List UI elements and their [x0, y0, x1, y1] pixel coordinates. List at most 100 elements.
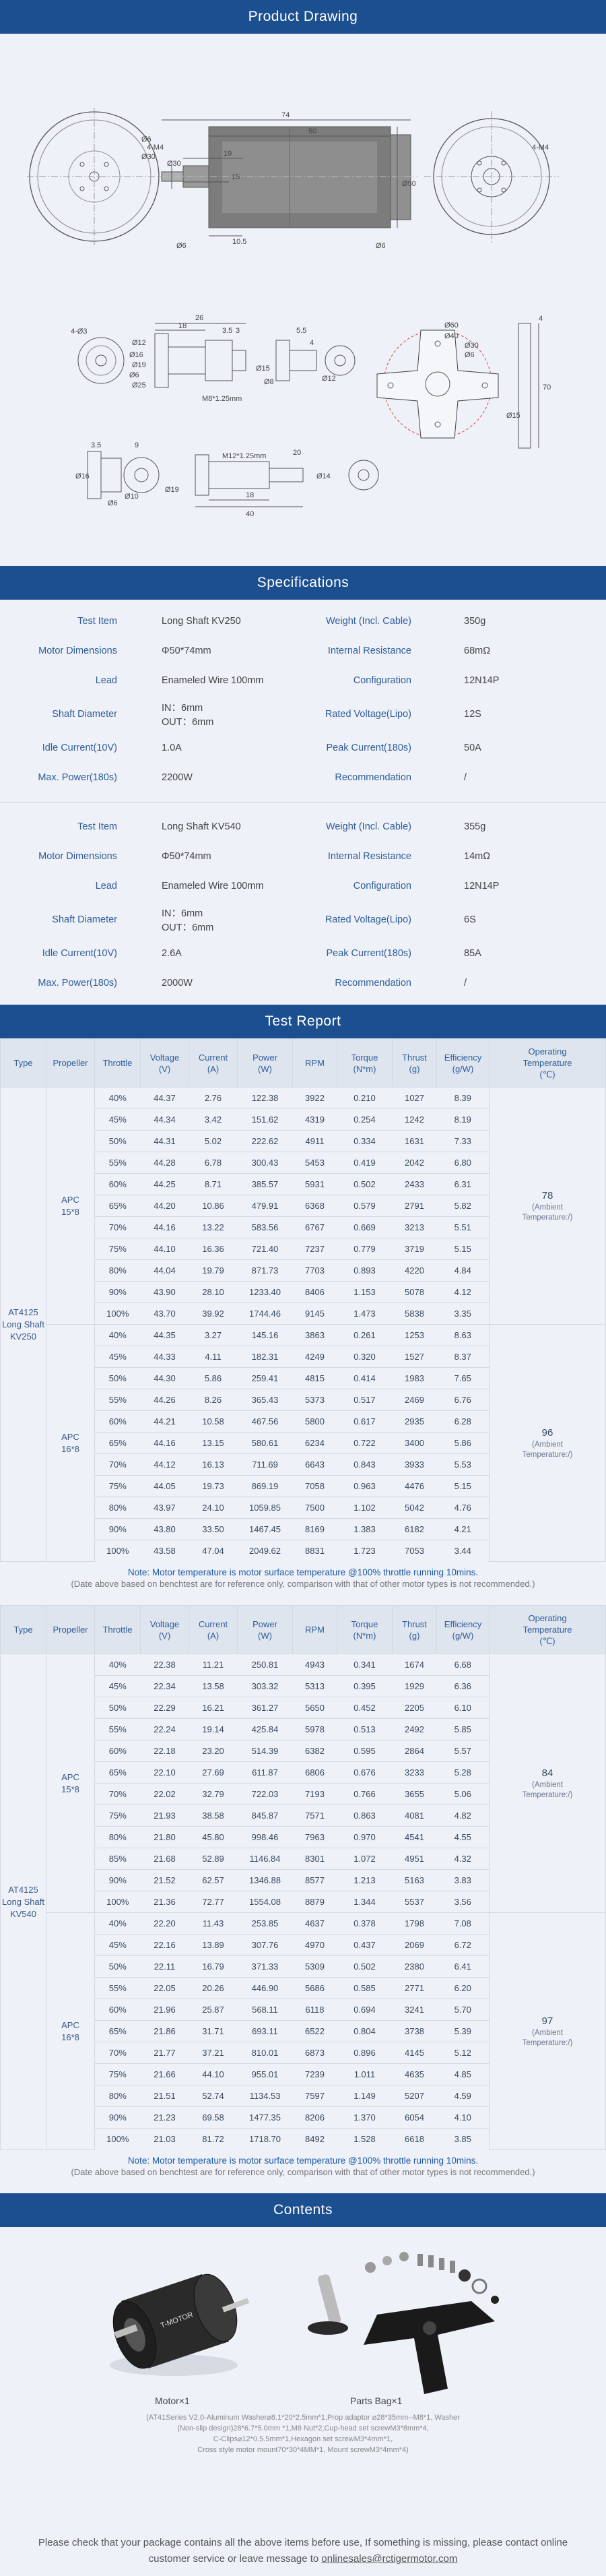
- report-cell: 4911: [292, 1130, 337, 1152]
- report-cell: 385.57: [237, 1173, 293, 1195]
- report-cell: 37.21: [189, 2042, 238, 2064]
- temperature-value: 84: [541, 1767, 553, 1779]
- report-cell: 6767: [292, 1216, 337, 1238]
- report-cell: 4.59: [436, 2085, 490, 2107]
- report-cell: 44.21: [140, 1410, 189, 1433]
- contact-email-link[interactable]: onlinesales@rctigermotor.com: [321, 2553, 458, 2565]
- report-cell: 16.36: [189, 1238, 238, 1260]
- report-cell: 0.210: [337, 1087, 393, 1109]
- report-cell: 721.40: [237, 1238, 293, 1260]
- spec-group-kv540: Test Item Long Shaft KV540 Weight (Incl. C…: [0, 812, 606, 998]
- report-cell: 1.723: [337, 1540, 393, 1562]
- spec-value: 2000W: [127, 978, 303, 988]
- spec-key: Idle Current(10V): [42, 743, 117, 753]
- report-cell: 44.26: [140, 1389, 189, 1411]
- report-cell: 1253: [392, 1324, 437, 1346]
- spec-value: 12S: [464, 709, 481, 720]
- dim-d30c: Ø30: [465, 342, 479, 350]
- report-cell: 0.694: [337, 1999, 393, 2021]
- report-row: 90% 43.80 33.50 1467.45 8169 1.383 6182 4.21: [1, 1518, 606, 1540]
- report-cell: 4637: [292, 1912, 337, 1935]
- report-cell: 8879: [292, 1891, 337, 1913]
- temperature-value: 78: [541, 1189, 553, 1201]
- report-cell: 0.378: [337, 1912, 393, 1935]
- report-cell: 3.27: [189, 1324, 238, 1346]
- report-cell: 4249: [292, 1346, 337, 1368]
- report-cell: 52.89: [189, 1848, 238, 1870]
- contents-section: T-MOTOR Motor×1 Parts Bag×1 (AT41Ser: [0, 2227, 606, 2513]
- report-cell: 33.50: [189, 1518, 238, 1540]
- test-report-note: Note: Motor temperature is motor surface…: [0, 2150, 606, 2193]
- report-cell: 0.502: [337, 1955, 393, 1978]
- report-cell: 5313: [292, 1675, 337, 1697]
- report-row: 90% 21.52 62.57 1346.88 8577 1.213 5163 3.83: [1, 1869, 606, 1891]
- dim-d10: Ø10: [125, 493, 139, 501]
- report-cell: 2433: [392, 1173, 437, 1195]
- dim-5-5: 5.5: [296, 327, 306, 335]
- spec-value: 6S: [464, 914, 476, 925]
- dim-d50b: Ø50: [402, 180, 416, 188]
- report-cell: 307.76: [237, 1934, 293, 1956]
- report-cell: 5686: [292, 1977, 337, 1999]
- spec-key: Max. Power(180s): [38, 978, 117, 988]
- report-cell: 7.33: [436, 1130, 490, 1152]
- report-cell: 6.20: [436, 1977, 490, 1999]
- report-cell: 44.04: [140, 1259, 189, 1282]
- contents-title: Contents: [273, 2202, 333, 2218]
- report-cell: 21.52: [140, 1869, 189, 1891]
- report-cell: 5.02: [189, 1130, 238, 1152]
- report-cell: 4951: [392, 1848, 437, 1870]
- spec-value: Long Shaft KV250: [127, 616, 303, 627]
- spec-key: Shaft Diameter: [52, 914, 117, 925]
- report-cell: 45%: [94, 1346, 141, 1368]
- report-cell: 8.63: [436, 1324, 490, 1346]
- report-cell: 0.419: [337, 1152, 393, 1174]
- report-cell: 2492: [392, 1718, 437, 1740]
- report-cell: 44.16: [140, 1216, 189, 1238]
- report-cell: 2864: [392, 1740, 437, 1762]
- report-cell: 13.15: [189, 1432, 238, 1454]
- spec-value: Φ50*74mm: [127, 851, 303, 862]
- report-cell: 1.383: [337, 1518, 393, 1540]
- report-cell: 1.153: [337, 1281, 393, 1303]
- spec-value: 2200W: [127, 772, 303, 783]
- report-header-cell: Throttle: [94, 1605, 141, 1654]
- report-cell: 44.05: [140, 1475, 189, 1497]
- report-propeller-cell: APC 16*8: [46, 1324, 95, 1562]
- dim-3-5b: 3.5: [91, 441, 101, 449]
- dim-d25: Ø25: [132, 381, 146, 389]
- report-cell: 4.85: [436, 2063, 490, 2085]
- spec-row: Max. Power(180s) 2200W Recommendation /: [0, 763, 606, 792]
- report-cell: 38.58: [189, 1804, 238, 1827]
- report-cell: 75%: [94, 1804, 141, 1827]
- report-cell: 7703: [292, 1259, 337, 1282]
- report-cell: 44.31: [140, 1130, 189, 1152]
- report-cell: 0.437: [337, 1934, 393, 1956]
- report-header-cell: Operating Temperature (℃): [489, 1038, 606, 1088]
- report-cell: 1.149: [337, 2085, 393, 2107]
- report-cell: 0.334: [337, 1130, 393, 1152]
- spec-row: Max. Power(180s) 2000W Recommendation /: [0, 968, 606, 998]
- report-cell: 7500: [292, 1497, 337, 1519]
- report-row: 45% 44.34 3.42 151.62 4319 0.254 1242 8.19: [1, 1108, 606, 1131]
- report-cell: 1346.88: [237, 1869, 293, 1891]
- report-cell: 3.35: [436, 1302, 490, 1325]
- spec-value-line: Enameled Wire 100mm: [162, 675, 264, 686]
- report-cell: 70%: [94, 1216, 141, 1238]
- report-cell: 50%: [94, 1130, 141, 1152]
- report-cell: 90%: [94, 1518, 141, 1540]
- report-row: 100% 43.58 47.04 2049.62 8831 1.723 7053 3.44: [1, 1540, 606, 1562]
- parts-bag-image: [308, 2252, 499, 2394]
- report-cell: 19.79: [189, 1259, 238, 1282]
- report-cell: 11.21: [189, 1654, 238, 1676]
- report-cell: 0.896: [337, 2042, 393, 2064]
- report-cell: 5163: [392, 1869, 437, 1891]
- dim-d6f: Ø6: [465, 351, 475, 359]
- report-row: 90% 21.23 69.58 1477.35 8206 1.370 6054 4.10: [1, 2106, 606, 2129]
- spec-key: Rated Voltage(Lipo): [325, 709, 411, 720]
- report-cell: 2935: [392, 1410, 437, 1433]
- parts-description: (AT41Series V2.0-Aluminum Washer⌀8.1*20*…: [0, 2412, 606, 2455]
- report-cell: 43.90: [140, 1281, 189, 1303]
- report-header-cell: Efficiency (g/W): [436, 1038, 490, 1088]
- dim-d6b: Ø6: [176, 242, 187, 250]
